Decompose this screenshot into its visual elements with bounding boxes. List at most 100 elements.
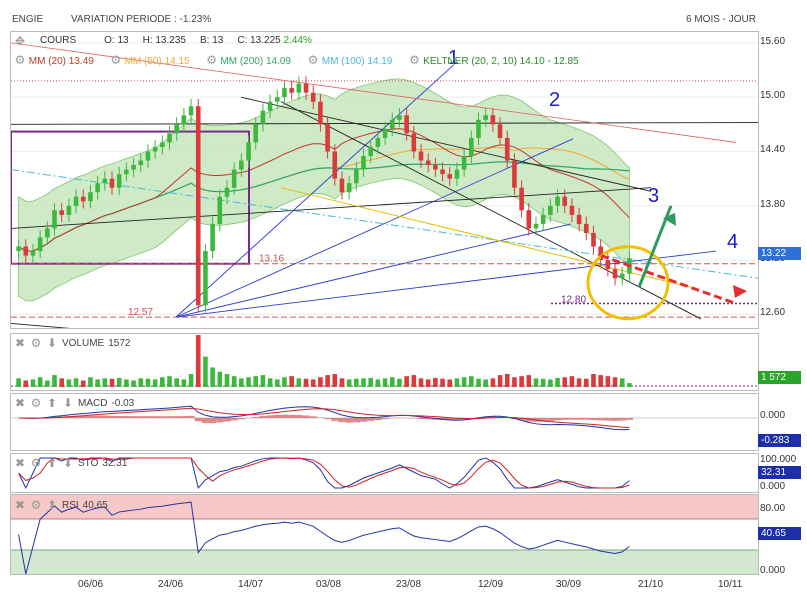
high-value: H: 13.235 — [142, 35, 186, 46]
macd-hist — [324, 418, 332, 420]
volume-bar — [167, 376, 172, 387]
macd-hist — [539, 418, 547, 422]
candle-body — [59, 210, 65, 215]
move-icon[interactable]: ✥ — [14, 34, 26, 48]
candle-body — [16, 246, 21, 252]
arrow-down-icon[interactable]: ⬇ — [46, 336, 58, 350]
gear-icon[interactable]: ⚙ — [408, 53, 420, 67]
volume-bar — [23, 380, 29, 387]
arrow-up-icon[interactable]: ⬆ — [46, 396, 58, 410]
gear-icon[interactable]: ⚙ — [30, 336, 42, 350]
candle-body — [461, 156, 467, 170]
macd-hist — [122, 416, 130, 418]
candle-body — [303, 83, 309, 93]
macd-value: -0.03 — [111, 397, 135, 409]
gear-icon[interactable]: ⚙ — [14, 53, 26, 67]
candle-body — [217, 196, 223, 224]
volume-bar — [45, 380, 50, 387]
candle-body — [425, 160, 431, 166]
volume-bar — [490, 378, 496, 387]
period-label[interactable]: 6 MOIS - JOUR — [686, 14, 757, 25]
candle-body — [289, 88, 294, 93]
candle-body — [30, 251, 36, 256]
candle-body — [160, 142, 165, 147]
macd-hist — [86, 415, 95, 418]
rsi-panel[interactable] — [10, 494, 759, 575]
label-1316: 13.16 — [259, 254, 284, 265]
arrow-down-icon[interactable]: ⬇ — [62, 396, 74, 410]
close-icon[interactable]: ✖ — [14, 456, 26, 470]
sto-tick-top: 100.000 — [760, 454, 797, 465]
candle-body — [282, 88, 287, 98]
rsi-overbought-zone — [11, 495, 758, 519]
candle-body — [181, 115, 187, 125]
highlight-circle — [586, 245, 670, 321]
volume-bar — [195, 335, 201, 387]
price-panel[interactable]: 1 2 3 4 13.16 12.57 12.80 — [10, 31, 759, 347]
trend-line-1 — [10, 122, 759, 125]
volume-bar — [246, 377, 251, 387]
trend-line-2 — [10, 187, 652, 229]
candle-body — [576, 214, 582, 224]
macd-hist — [482, 416, 490, 418]
macd-hist — [309, 416, 317, 418]
macd-hist — [173, 416, 181, 418]
candle-body — [454, 169, 460, 179]
close-icon[interactable]: ✖ — [14, 498, 26, 512]
gear-icon[interactable]: ⚙ — [30, 456, 42, 470]
candle-body — [533, 223, 539, 229]
candle-body — [239, 160, 244, 170]
candle-body — [253, 124, 259, 143]
candle-body — [583, 223, 589, 233]
volume-bar — [497, 375, 503, 387]
volume-bar — [433, 377, 438, 387]
macd-hist — [180, 416, 188, 418]
volume-bar — [404, 376, 409, 387]
gear-icon[interactable]: ⚙ — [110, 53, 122, 67]
price-chart[interactable]: 1 2 3 4 13.16 12.57 12.80 — [10, 32, 759, 347]
close-icon[interactable]: ✖ — [14, 396, 26, 410]
candle-body — [562, 196, 568, 206]
volume-bar — [346, 379, 352, 387]
volume-bar — [504, 374, 510, 387]
candle-body — [368, 146, 374, 157]
volume-bar — [389, 377, 395, 387]
macd-hist — [209, 418, 217, 424]
candle-body — [512, 160, 517, 188]
volume-bar — [267, 378, 273, 387]
volume-bar — [354, 378, 359, 387]
volume-panel[interactable] — [10, 333, 759, 391]
rsi-label: RSI — [62, 499, 79, 511]
volume-bar — [425, 379, 431, 387]
close-icon[interactable]: ✖ — [14, 336, 26, 350]
gear-icon[interactable]: ⚙ — [30, 498, 42, 512]
arrow-up-icon[interactable]: ⬆ — [46, 456, 58, 470]
macd-hist — [79, 415, 87, 418]
macd-panel[interactable] — [10, 393, 759, 451]
sto-d-line — [18, 457, 630, 489]
rsi-tick-bottom: 0.000 — [760, 565, 786, 576]
candle-body — [267, 101, 273, 111]
candle-body — [476, 119, 481, 138]
arrow-down-icon[interactable]: ⬇ — [62, 456, 74, 470]
volume-bar — [533, 378, 539, 387]
candle-body — [447, 174, 453, 179]
volume-bar — [583, 378, 589, 387]
macd-hist — [151, 416, 159, 418]
gear-icon[interactable]: ⚙ — [307, 53, 319, 67]
gear-icon[interactable]: ⚙ — [30, 396, 42, 410]
volume-bar — [239, 378, 244, 387]
macd-hist — [625, 418, 633, 420]
sto-panel[interactable] — [10, 453, 759, 493]
macd-hist — [352, 418, 360, 423]
volume-bar — [476, 378, 481, 387]
arrow-up-icon[interactable]: ⬆ — [46, 498, 58, 512]
volume-bar — [224, 374, 230, 387]
volume-bar — [375, 379, 381, 387]
volume-bar — [73, 378, 79, 387]
fan-line-2 — [175, 138, 574, 318]
macd-hist — [331, 418, 339, 421]
volume-bar — [469, 376, 474, 387]
gear-icon[interactable]: ⚙ — [206, 53, 217, 67]
fan-line-4 — [175, 250, 717, 318]
